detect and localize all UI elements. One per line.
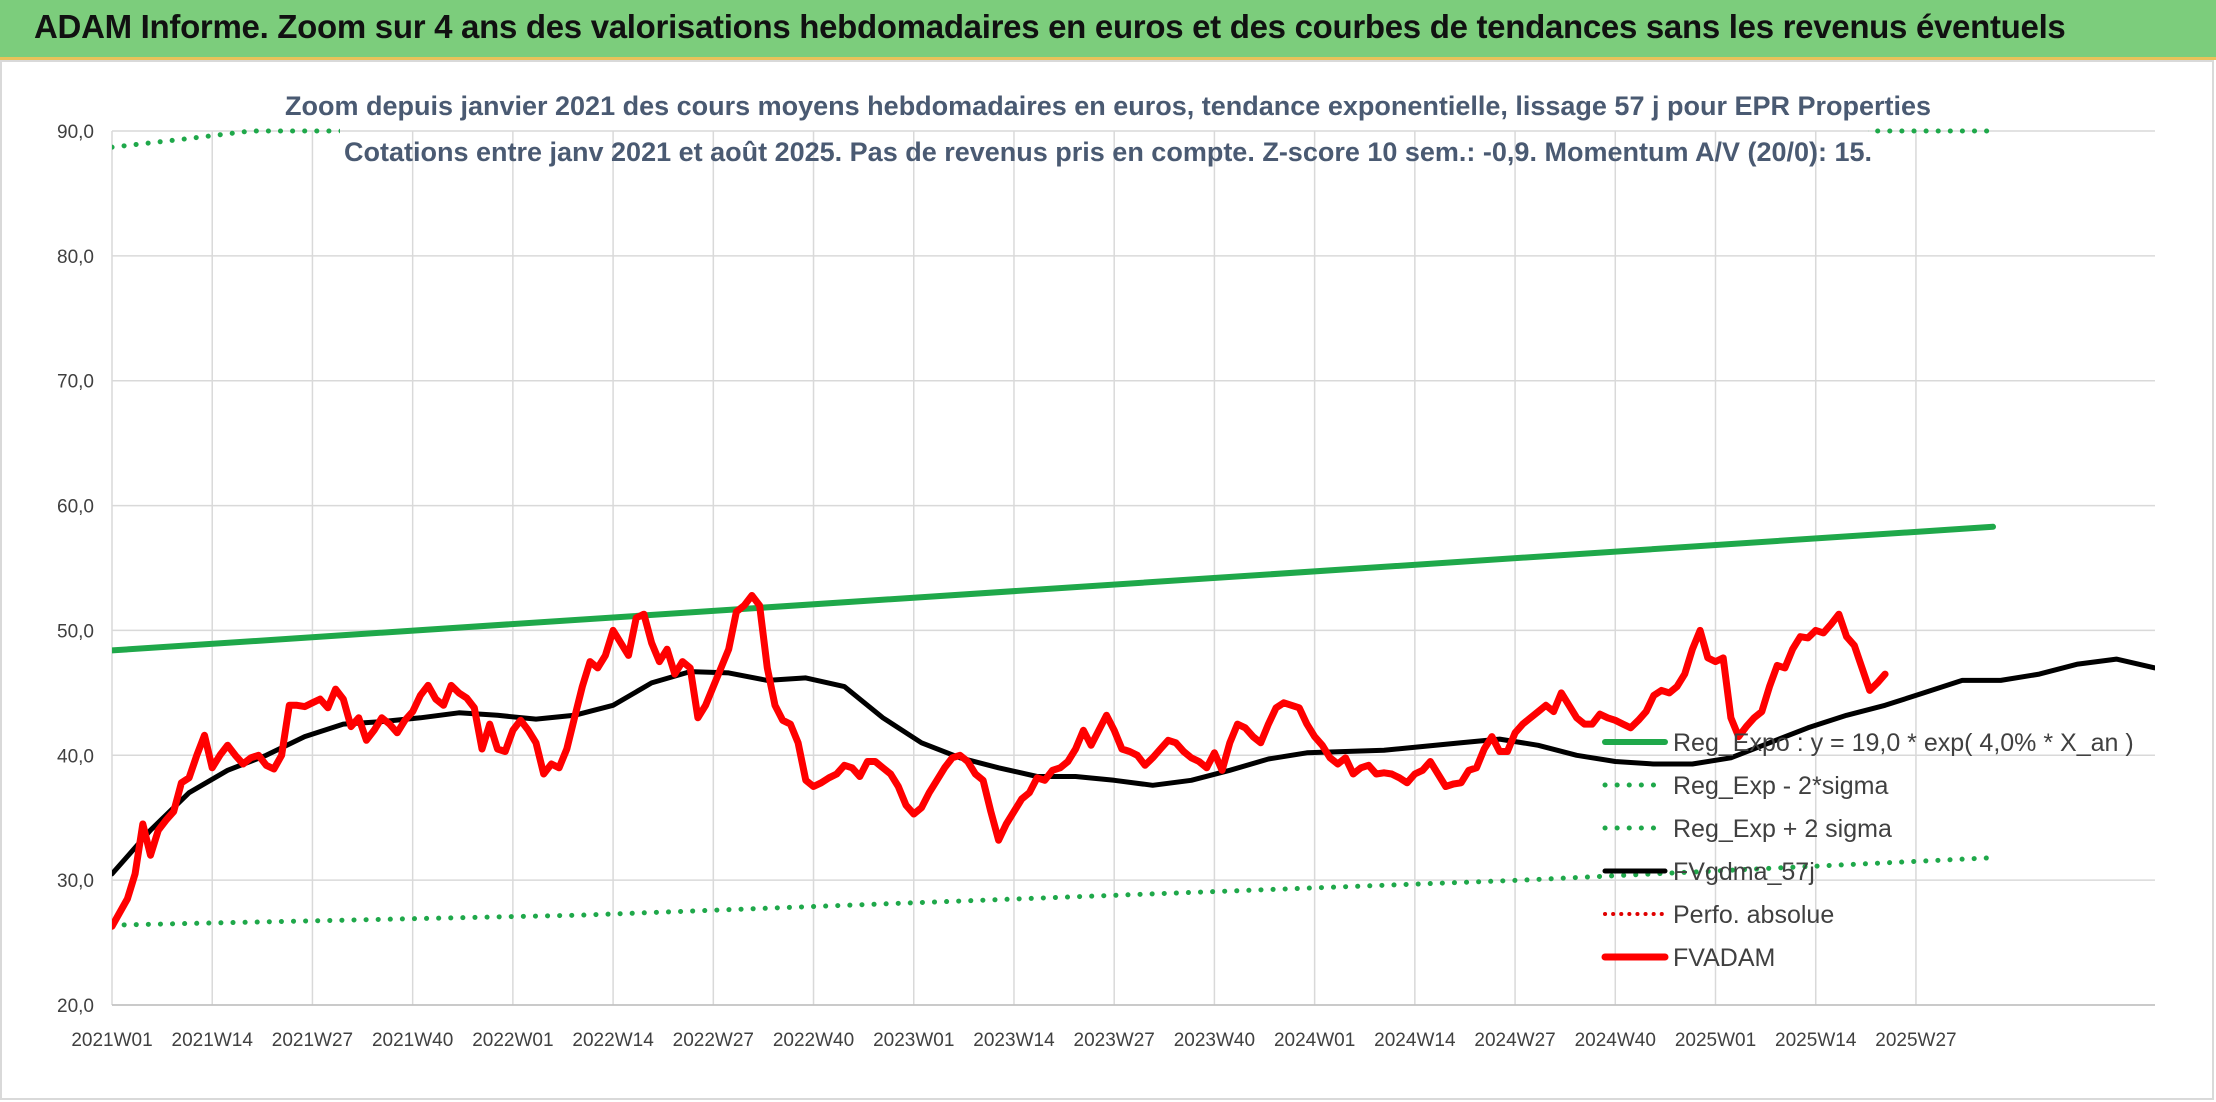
chart-frame [0,60,2214,1100]
x-tick-label: 2022W27 [673,1030,754,1051]
chart-subtitle: Cotations entre janv 2021 et août 2025. … [344,137,1872,167]
chart-legend: Reg_Expo : y = 19,0 * exp( 4,0% * X_an )… [1601,729,2134,972]
x-tick-label: 2025W27 [1875,1030,1956,1051]
x-tick-label: 2024W27 [1474,1030,1555,1051]
x-tick-label: 2021W01 [71,1030,152,1051]
chart-grid [111,130,2155,1006]
x-tick-label: 2023W14 [973,1030,1055,1051]
y-tick-label: 90,0 [57,122,94,143]
x-tick-label: 2024W01 [1274,1030,1355,1051]
y-tick-label: 60,0 [57,497,94,518]
x-tick-label: 2021W40 [372,1030,453,1051]
x-tick-label: 2023W27 [1074,1030,1155,1051]
reg-expo-line [112,523,1996,654]
chart-ticks: 20,0 30,0 40,0 50,0 60,0 70,0 80,0 90,0 2021W01 2… [57,122,1957,1051]
legend-label: Reg_Expo : y = 19,0 * exp( 4,0% * X_an ) [1673,729,2134,757]
x-tick-label: 2022W14 [572,1030,654,1051]
y-tick-label: 70,0 [57,372,94,393]
x-tick-label: 2021W27 [272,1030,353,1051]
fvadam-line [112,592,1889,930]
chart-series [112,128,2155,930]
x-tick-label: 2021W14 [172,1030,254,1051]
x-tick-label: 2022W40 [773,1030,854,1051]
y-tick-label: 80,0 [57,247,94,268]
reg-minus-2sigma-line [112,855,1996,928]
x-tick-label: 2024W14 [1374,1030,1456,1051]
report-title: ADAM Informe. Zoom sur 4 ans des valoris… [34,8,2066,45]
chart-title: Zoom depuis janvier 2021 des cours moyen… [285,91,1931,121]
legend-label: Reg_Exp - 2*sigma [1673,772,1888,800]
y-tick-label: 50,0 [57,621,94,642]
legend-label: Reg_Exp + 2 sigma [1673,815,1892,843]
y-tick-label: 30,0 [57,871,94,892]
legend-label: FVgdma_57j [1673,858,1815,886]
x-tick-label: 2023W01 [873,1030,954,1051]
y-tick-label: 40,0 [57,746,94,767]
x-tick-label: 2025W01 [1675,1030,1756,1051]
x-tick-label: 2022W01 [472,1030,553,1051]
legend-label: Perfo. absolue [1673,901,1834,929]
header-banner: ADAM Informe. Zoom sur 4 ans des valoris… [0,0,2216,60]
fvgdma-57j-line [112,656,2155,877]
x-tick-label: 2024W40 [1575,1030,1656,1051]
y-tick-label: 20,0 [57,996,94,1017]
legend-label: FVADAM [1673,944,1775,972]
x-tick-label: 2023W40 [1174,1030,1255,1051]
x-tick-label: 2025W14 [1775,1030,1857,1051]
